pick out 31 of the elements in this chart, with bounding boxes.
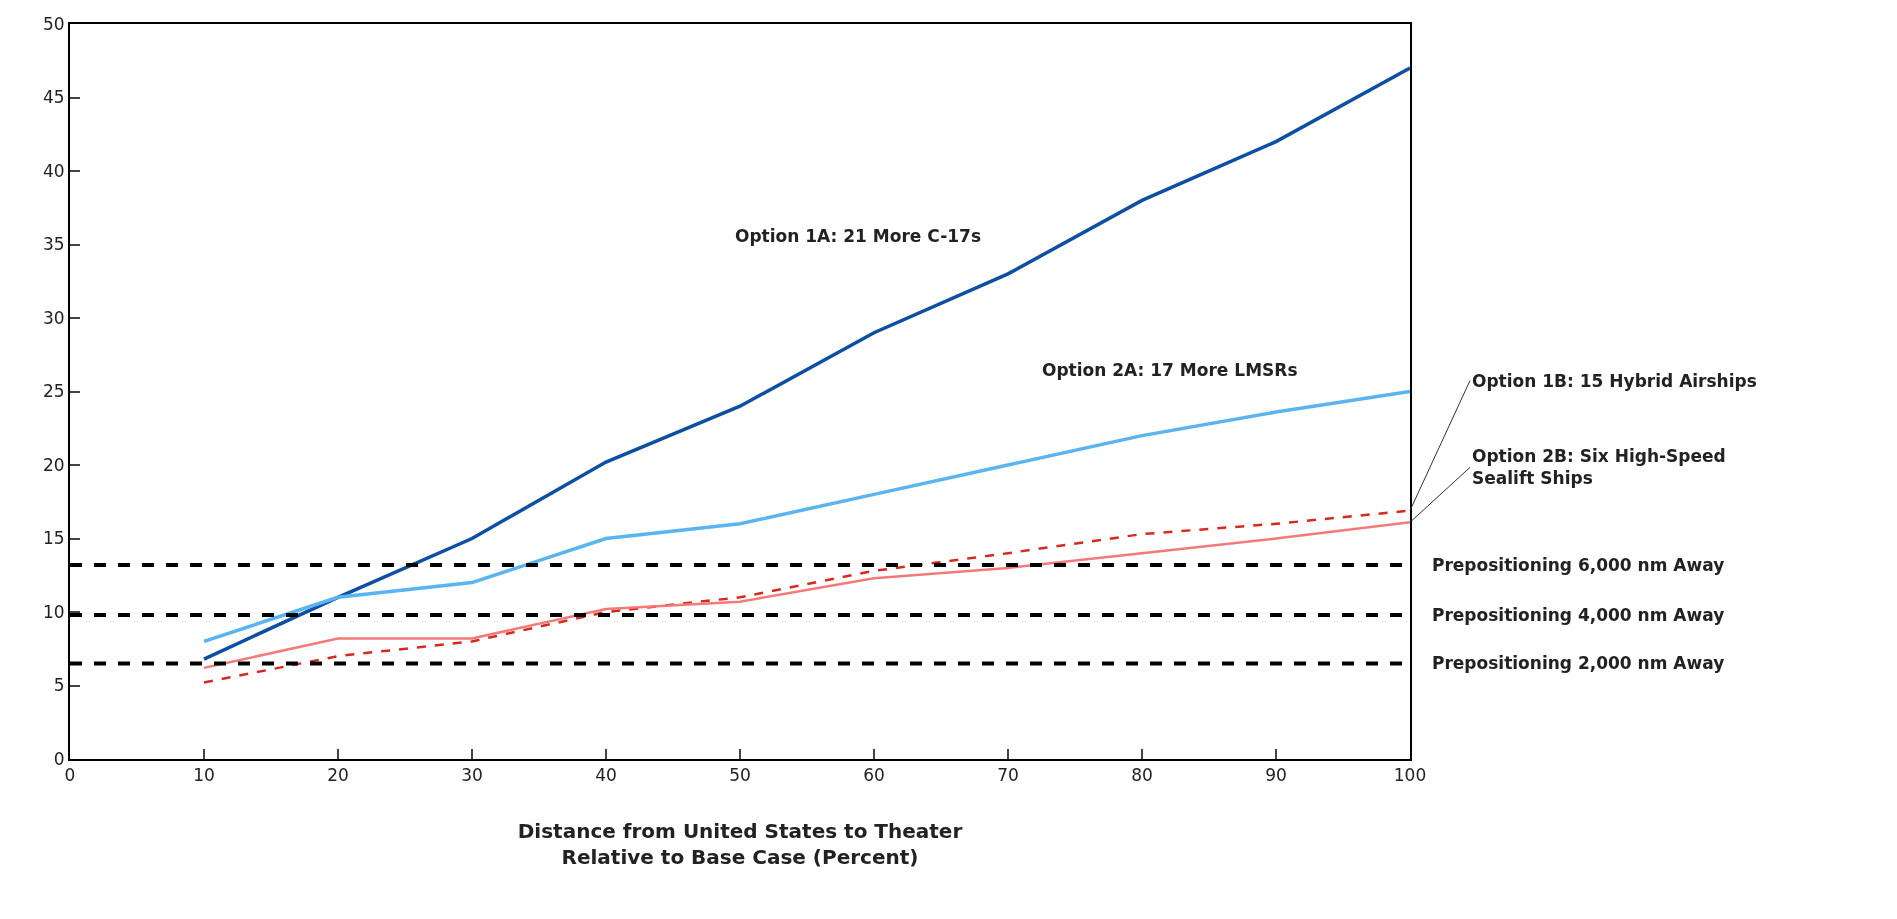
x-axis-title: Distance from United States to Theater Relative to Base Case (Percent) — [517, 819, 963, 870]
y-tick-label: 0 — [53, 748, 65, 769]
line-series — [202, 66, 1410, 661]
x-tick-label: 10 — [193, 765, 215, 786]
x-tick-label: 70 — [997, 765, 1019, 786]
y-tick-label: 45 — [42, 87, 65, 108]
series-label: Option 2A: 17 More LMSRs — [1042, 360, 1298, 380]
y-tick-label: 20 — [42, 454, 65, 475]
x-tick-label: 20 — [327, 765, 349, 786]
x-tick-label: 80 — [1131, 765, 1153, 786]
line-series — [202, 389, 1410, 644]
y-tick-label: 10 — [42, 601, 65, 622]
y-tick-label: 5 — [53, 675, 65, 696]
text: Option 1A: 21 More C-17s — [735, 226, 981, 246]
text: Option 2B: Six High-Speed Sealift Ships — [1472, 446, 1726, 489]
x-tick-label: 60 — [863, 765, 885, 786]
y-tick-label: 35 — [42, 234, 65, 255]
y-tick-label: 40 — [42, 160, 65, 181]
y-tick-label: 15 — [42, 528, 65, 549]
y-tick-label: 30 — [42, 307, 65, 328]
text: Option 1B: 15 Hybrid Airships — [1472, 371, 1757, 391]
y-tick-label: 50 — [42, 13, 65, 34]
x-tick-label: 90 — [1265, 765, 1287, 786]
x-tick-label: 50 — [729, 765, 751, 786]
ref-line-label: Prepositioning 6,000 nm Away — [1432, 555, 1725, 575]
ref-line-label: Prepositioning 4,000 nm Away — [1432, 605, 1725, 625]
x-tick-label: 40 — [595, 765, 617, 786]
y-tick-label: 25 — [42, 381, 65, 402]
x-tick-label: 30 — [461, 765, 483, 786]
x-tick-label: 100 — [1393, 765, 1427, 786]
ref-line-label: Prepositioning 2,000 nm Away — [1432, 653, 1725, 673]
